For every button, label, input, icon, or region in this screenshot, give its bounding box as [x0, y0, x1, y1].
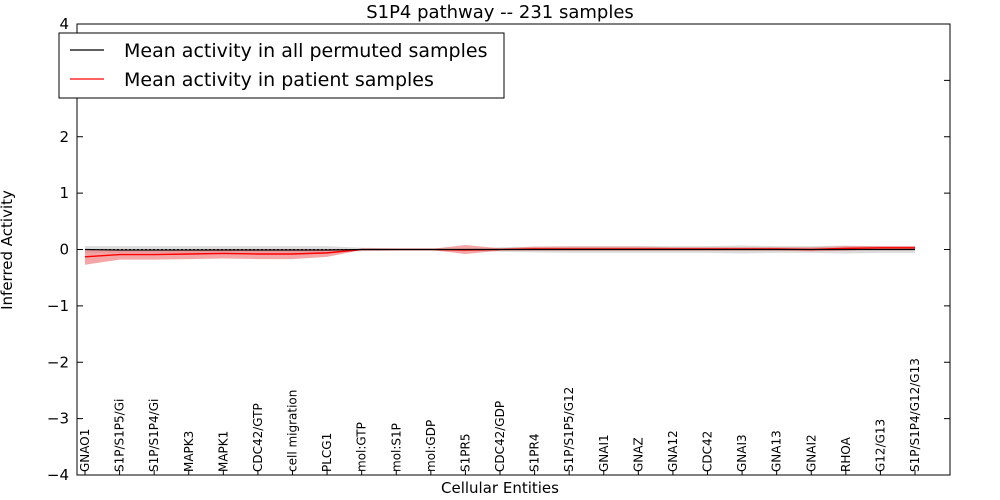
legend-label-patient: Mean activity in patient samples — [124, 69, 434, 91]
x-category-label: GNAO1 — [78, 429, 92, 472]
x-category-label: GNAZ — [631, 437, 645, 472]
x-category-label: mol:GTP — [355, 422, 369, 472]
y-tick-label: −3 — [47, 410, 69, 428]
x-category-label: S1P/S1P4/Gi — [147, 399, 161, 472]
x-category-label: GNAI2 — [804, 434, 818, 472]
x-category-label: S1P/S1P5/G12 — [562, 387, 576, 472]
x-category-label: G12/G13 — [873, 419, 887, 472]
x-category-label: RHOA — [839, 436, 853, 472]
x-category-label: GNAI3 — [735, 434, 749, 472]
line-permuted — [84, 248, 915, 251]
x-category-label: MAPK1 — [216, 431, 230, 472]
x-category-label: S1PR4 — [528, 434, 542, 472]
x-category-label: GNAI1 — [597, 434, 611, 472]
y-tick-label: 2 — [59, 128, 69, 146]
x-category-label: mol:GDP — [424, 420, 438, 472]
chart-title: S1P4 pathway -- 231 samples — [366, 2, 634, 23]
legend-label-permuted: Mean activity in all permuted samples — [124, 40, 487, 62]
x-category-label: cell migration — [286, 390, 300, 472]
x-axis-title: Cellular Entities — [441, 479, 559, 497]
series-lines — [84, 247, 915, 258]
y-axis-title: Inferred Activity — [0, 190, 16, 310]
x-category-label: GNA12 — [666, 430, 680, 472]
x-category-label: MAPK3 — [182, 431, 196, 472]
x-category-label: S1P/S1P5/Gi — [113, 399, 127, 472]
x-axis-category-labels: GNAO1 S1P/S1P5/Gi S1P/S1P4/Gi MAPK3 MAPK1 CDC… — [78, 358, 922, 475]
y-tick-label: 1 — [59, 184, 69, 202]
x-category-label: CDC42 — [701, 431, 715, 472]
x-category-label: S1P/S1P4/G12/G13 — [908, 358, 922, 472]
x-category-label: mol:S1P — [389, 423, 403, 472]
x-category-label: PLCG1 — [320, 433, 334, 472]
legend-box — [58, 32, 505, 99]
x-category-label: GNA13 — [770, 430, 784, 472]
y-tick-label: 0 — [59, 241, 69, 259]
confidence-bands — [85, 244, 915, 265]
x-category-label: CDC42/GTP — [251, 403, 265, 472]
legend: Mean activity in all permuted samples Me… — [58, 32, 505, 99]
y-tick-label: −2 — [47, 353, 69, 371]
x-category-label: CDC42/GDP — [493, 401, 507, 472]
y-tick-label: −4 — [47, 466, 69, 484]
x-category-label: S1PR5 — [458, 434, 472, 472]
y-tick-label: 4 — [59, 15, 69, 33]
y-tick-label: −1 — [47, 297, 69, 315]
